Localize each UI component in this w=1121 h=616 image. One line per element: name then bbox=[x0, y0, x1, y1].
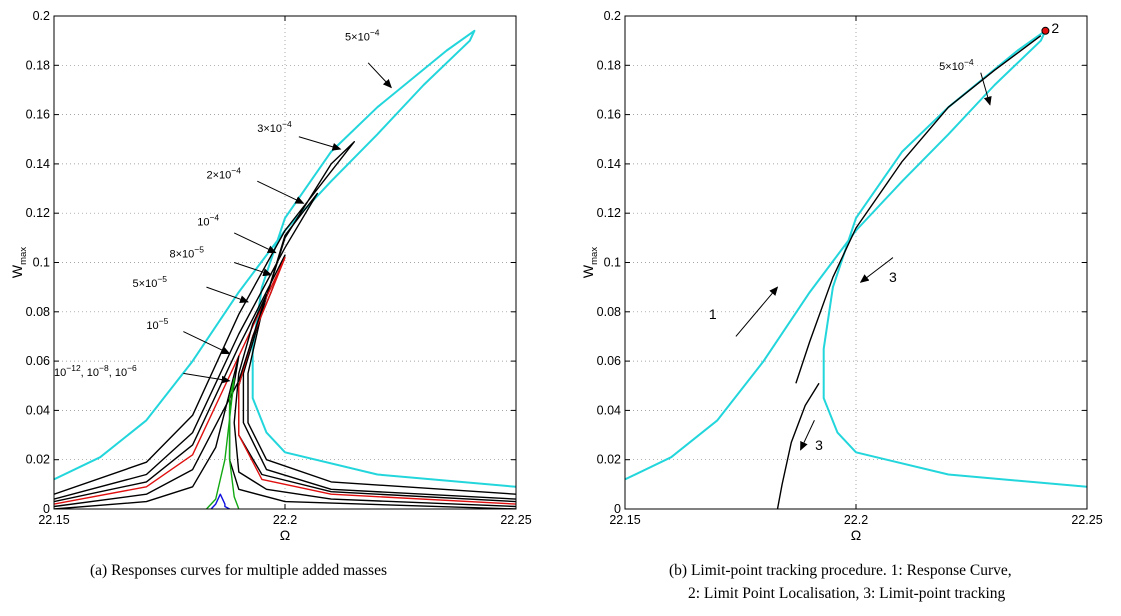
series-line-cyan-0 bbox=[54, 29, 516, 488]
series-line-black-1 bbox=[54, 140, 516, 495]
chart-panel-b: 22.15 22.2 22.25 0 0.02 0.04 0.06 0.08 0.1 0.12 0.… bbox=[580, 9, 1103, 543]
caption-b-line1: (b) Limit-point tracking procedure. 1: R… bbox=[669, 562, 1012, 579]
y-tick-label: 0.04 bbox=[597, 403, 621, 417]
y-tick-label: 0.04 bbox=[26, 403, 50, 417]
y-tick-label: 0.1 bbox=[33, 256, 50, 270]
y-tick-label: 0.14 bbox=[26, 157, 50, 171]
grid bbox=[54, 16, 516, 509]
x-tick-label: 22.2 bbox=[273, 513, 297, 527]
step-label: 3 bbox=[889, 269, 897, 285]
caption-a: (a) Responses curves for multiple added … bbox=[90, 562, 388, 579]
x-axis-label: Ω bbox=[280, 527, 290, 543]
annotation-label: 5×10−5 bbox=[133, 274, 168, 290]
series-line-black-1 bbox=[795, 35, 1042, 384]
y-tick-label: 0.1 bbox=[604, 256, 621, 270]
limit-point-marker bbox=[1041, 26, 1050, 35]
series-line-green-7 bbox=[205, 377, 240, 509]
grid bbox=[625, 16, 1087, 509]
annotation-label: 10−12, 10−8, 10−6 bbox=[54, 363, 137, 379]
y-tick-label: 0.06 bbox=[26, 354, 50, 368]
annotation-label: 3×10−4 bbox=[257, 119, 292, 135]
y-tick-label: 0.18 bbox=[597, 58, 621, 72]
step-arrow bbox=[735, 286, 779, 337]
annotation-arrow bbox=[298, 136, 342, 151]
x-tick-label: 22.15 bbox=[38, 513, 69, 527]
annotation-arrow bbox=[206, 286, 249, 304]
series-line-black-2 bbox=[54, 192, 516, 500]
series-line-red-4 bbox=[54, 256, 516, 505]
step-arrow bbox=[859, 257, 894, 283]
y-tick-label: 0.12 bbox=[26, 206, 50, 220]
annotation-arrow bbox=[183, 331, 231, 355]
x-tick-label: 22.15 bbox=[609, 513, 640, 527]
y-tick-label: 0.16 bbox=[597, 108, 621, 122]
y-tick-label: 0.18 bbox=[26, 58, 50, 72]
step-label: 3 bbox=[815, 437, 823, 453]
y-tick-label: 0.06 bbox=[597, 354, 621, 368]
annotation-arrow bbox=[980, 72, 992, 106]
y-tick-label: 0.08 bbox=[26, 305, 50, 319]
annotation-label: 5×10−4 bbox=[345, 28, 380, 44]
y-tick-label: 0.02 bbox=[26, 453, 50, 467]
y-tick-label: 0 bbox=[43, 502, 50, 516]
y-tick-label: 0.16 bbox=[26, 108, 50, 122]
annotation-arrow bbox=[234, 262, 273, 277]
annotation-label: 8×10−5 bbox=[170, 245, 205, 261]
annotation-label: 10−4 bbox=[197, 213, 219, 229]
y-axis-label: Wmax bbox=[9, 247, 29, 278]
annotation-label: 10−5 bbox=[146, 316, 168, 332]
limit-point-label: 2 bbox=[1051, 20, 1059, 36]
y-tick-label: 0.14 bbox=[597, 157, 621, 171]
x-tick-label: 22.25 bbox=[1071, 513, 1102, 527]
annotation-arrow bbox=[257, 180, 305, 204]
y-tick-label: 0.02 bbox=[597, 453, 621, 467]
series-line-blue-8 bbox=[210, 493, 230, 509]
annotation-arrow bbox=[367, 62, 392, 89]
chart-panel-a: 22.15 22.2 22.25 0 0.02 0.04 0.06 0.08 0.1 0.12 0.… bbox=[9, 9, 532, 543]
annotation-arrow bbox=[233, 232, 277, 254]
step-arrow bbox=[800, 420, 815, 451]
y-tick-label: 0 bbox=[614, 502, 621, 516]
caption-b-line2: 2: Limit Point Localisation, 3: Limit-po… bbox=[688, 585, 1006, 602]
annotation-arrow bbox=[183, 372, 231, 384]
y-axis-label: Wmax bbox=[580, 247, 600, 278]
step-label: 1 bbox=[709, 306, 717, 322]
x-axis-label: Ω bbox=[851, 527, 861, 543]
annotation-label: 2×10−4 bbox=[206, 166, 241, 182]
series-line-black-2 bbox=[776, 382, 820, 509]
y-tick-label: 0.12 bbox=[597, 206, 621, 220]
annotation-label: 5×10−4 bbox=[939, 57, 974, 73]
series-group bbox=[54, 29, 516, 509]
series-line-cyan-0 bbox=[625, 29, 1087, 488]
y-tick-label: 0.08 bbox=[597, 305, 621, 319]
x-tick-label: 22.2 bbox=[844, 513, 868, 527]
y-tick-label: 0.2 bbox=[33, 9, 50, 23]
series-group bbox=[625, 29, 1087, 509]
x-tick-label: 22.25 bbox=[500, 513, 531, 527]
y-tick-label: 0.2 bbox=[604, 9, 621, 23]
series-line-black-5 bbox=[54, 293, 516, 508]
